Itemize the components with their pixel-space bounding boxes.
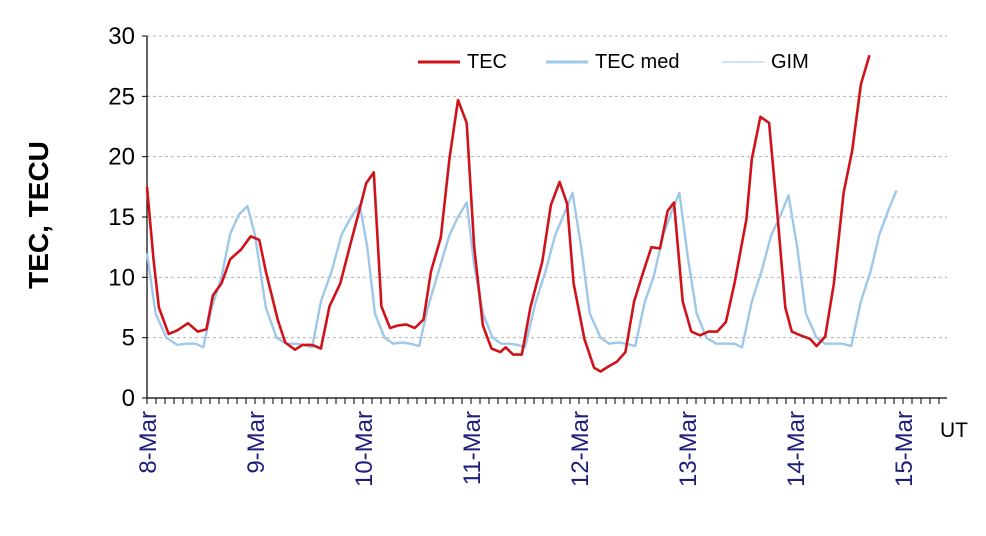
legend-label-gim: GIM	[771, 51, 809, 73]
x-tick-label: 9-Mar	[243, 411, 270, 474]
y-tick-label: 15	[108, 204, 135, 231]
series-line-tec	[145, 54, 871, 373]
x-tick-label: 8-Mar	[135, 411, 162, 474]
y-tick-label: 0	[122, 385, 135, 412]
series-lines	[145, 54, 898, 373]
y-tick-label: 20	[108, 144, 135, 171]
y-axis-tick-labels: 0 5 10 15 20 25 30	[108, 23, 147, 412]
horizontal-gridlines	[147, 35, 947, 339]
legend-item-tec-med: TEC med	[546, 51, 679, 73]
legend-label-tec-med: TEC med	[595, 51, 679, 73]
y-tick-label: 10	[108, 264, 135, 291]
y-tick-label: 25	[108, 83, 135, 110]
x-tick-label: 11-Mar	[459, 411, 486, 485]
y-tick-label: 30	[108, 23, 135, 50]
legend: TEC TEC med GIM	[418, 51, 809, 73]
legend-item-gim: GIM	[722, 51, 809, 73]
y-tick-label: 5	[122, 325, 135, 352]
x-tick-label: 12-Mar	[567, 411, 594, 487]
x-axis-unit-label: UT	[940, 419, 968, 442]
series-line-tec-med	[145, 190, 898, 349]
x-tick-label: 15-Mar	[891, 411, 918, 487]
y-axis-label: TEC, TECU	[23, 141, 54, 289]
legend-label-tec: TEC	[467, 51, 507, 73]
x-tick-label: 13-Mar	[675, 411, 702, 487]
x-axis-ticks: 8-Mar 9-Mar 10-Mar 11-Mar 12-Mar 13-Mar 14-Mar…	[135, 398, 940, 487]
legend-item-tec: TEC	[418, 51, 507, 73]
x-tick-label: 10-Mar	[351, 411, 378, 487]
x-tick-label: 14-Mar	[783, 411, 810, 487]
